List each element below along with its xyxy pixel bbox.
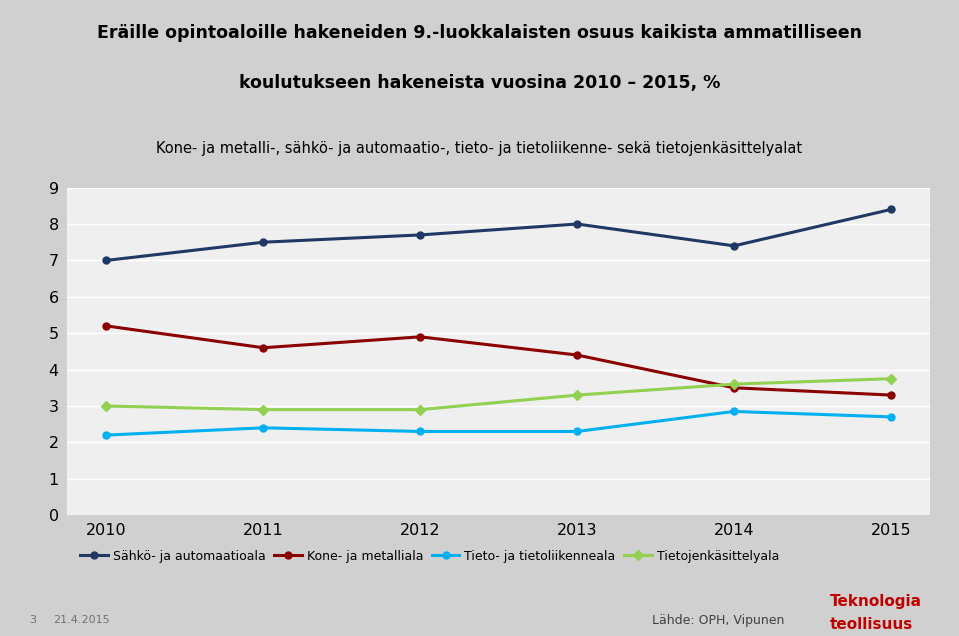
Sähkö- ja automaatioala bbox=[572, 220, 583, 228]
Sähkö- ja automaatioala bbox=[414, 231, 426, 238]
Text: Teknologia: Teknologia bbox=[830, 593, 922, 609]
Tietojenkäsittelyala bbox=[728, 380, 739, 388]
Text: koulutukseen hakeneista vuosina 2010 – 2015, %: koulutukseen hakeneista vuosina 2010 – 2… bbox=[239, 74, 720, 92]
Line: Sähkö- ja automaatioala: Sähkö- ja automaatioala bbox=[103, 206, 895, 264]
Kone- ja metalliala bbox=[101, 322, 112, 329]
Tieto- ja tietoliikenneala bbox=[414, 427, 426, 435]
Legend: Sähkö- ja automaatioala, Kone- ja metalliala, Tieto- ja tietoliikenneala, Tietoj: Sähkö- ja automaatioala, Kone- ja metall… bbox=[75, 544, 784, 568]
Tietojenkäsittelyala bbox=[258, 406, 269, 413]
Text: Eräille opintoaloille hakeneiden 9.-luokkalaisten osuus kaikista ammatilliseen: Eräille opintoaloille hakeneiden 9.-luok… bbox=[97, 24, 862, 41]
Sähkö- ja automaatioala bbox=[885, 205, 897, 213]
Sähkö- ja automaatioala bbox=[101, 256, 112, 264]
Line: Kone- ja metalliala: Kone- ja metalliala bbox=[103, 322, 895, 399]
Tieto- ja tietoliikenneala bbox=[258, 424, 269, 432]
Kone- ja metalliala bbox=[258, 344, 269, 352]
Text: Kone- ja metalli-, sähkö- ja automaatio-, tieto- ja tietoliikenne- sekä tietojen: Kone- ja metalli-, sähkö- ja automaatio-… bbox=[156, 141, 803, 156]
Tieto- ja tietoliikenneala bbox=[728, 408, 739, 415]
Text: Lähde: OPH, Vipunen: Lähde: OPH, Vipunen bbox=[652, 614, 784, 626]
Kone- ja metalliala bbox=[885, 391, 897, 399]
Tietojenkäsittelyala bbox=[885, 375, 897, 382]
Tieto- ja tietoliikenneala bbox=[572, 427, 583, 435]
Sähkö- ja automaatioala bbox=[728, 242, 739, 250]
Kone- ja metalliala bbox=[414, 333, 426, 341]
Text: 3: 3 bbox=[29, 615, 35, 625]
Line: Tietojenkäsittelyala: Tietojenkäsittelyala bbox=[103, 375, 895, 413]
Text: 21.4.2015: 21.4.2015 bbox=[53, 615, 109, 625]
Tietojenkäsittelyala bbox=[572, 391, 583, 399]
Text: teollisuus: teollisuus bbox=[830, 617, 913, 632]
Line: Tieto- ja tietoliikenneala: Tieto- ja tietoliikenneala bbox=[103, 408, 895, 439]
Tieto- ja tietoliikenneala bbox=[101, 431, 112, 439]
Tietojenkäsittelyala bbox=[101, 402, 112, 410]
Kone- ja metalliala bbox=[728, 384, 739, 392]
Kone- ja metalliala bbox=[572, 351, 583, 359]
Tieto- ja tietoliikenneala bbox=[885, 413, 897, 421]
Sähkö- ja automaatioala bbox=[258, 238, 269, 246]
Tietojenkäsittelyala bbox=[414, 406, 426, 413]
